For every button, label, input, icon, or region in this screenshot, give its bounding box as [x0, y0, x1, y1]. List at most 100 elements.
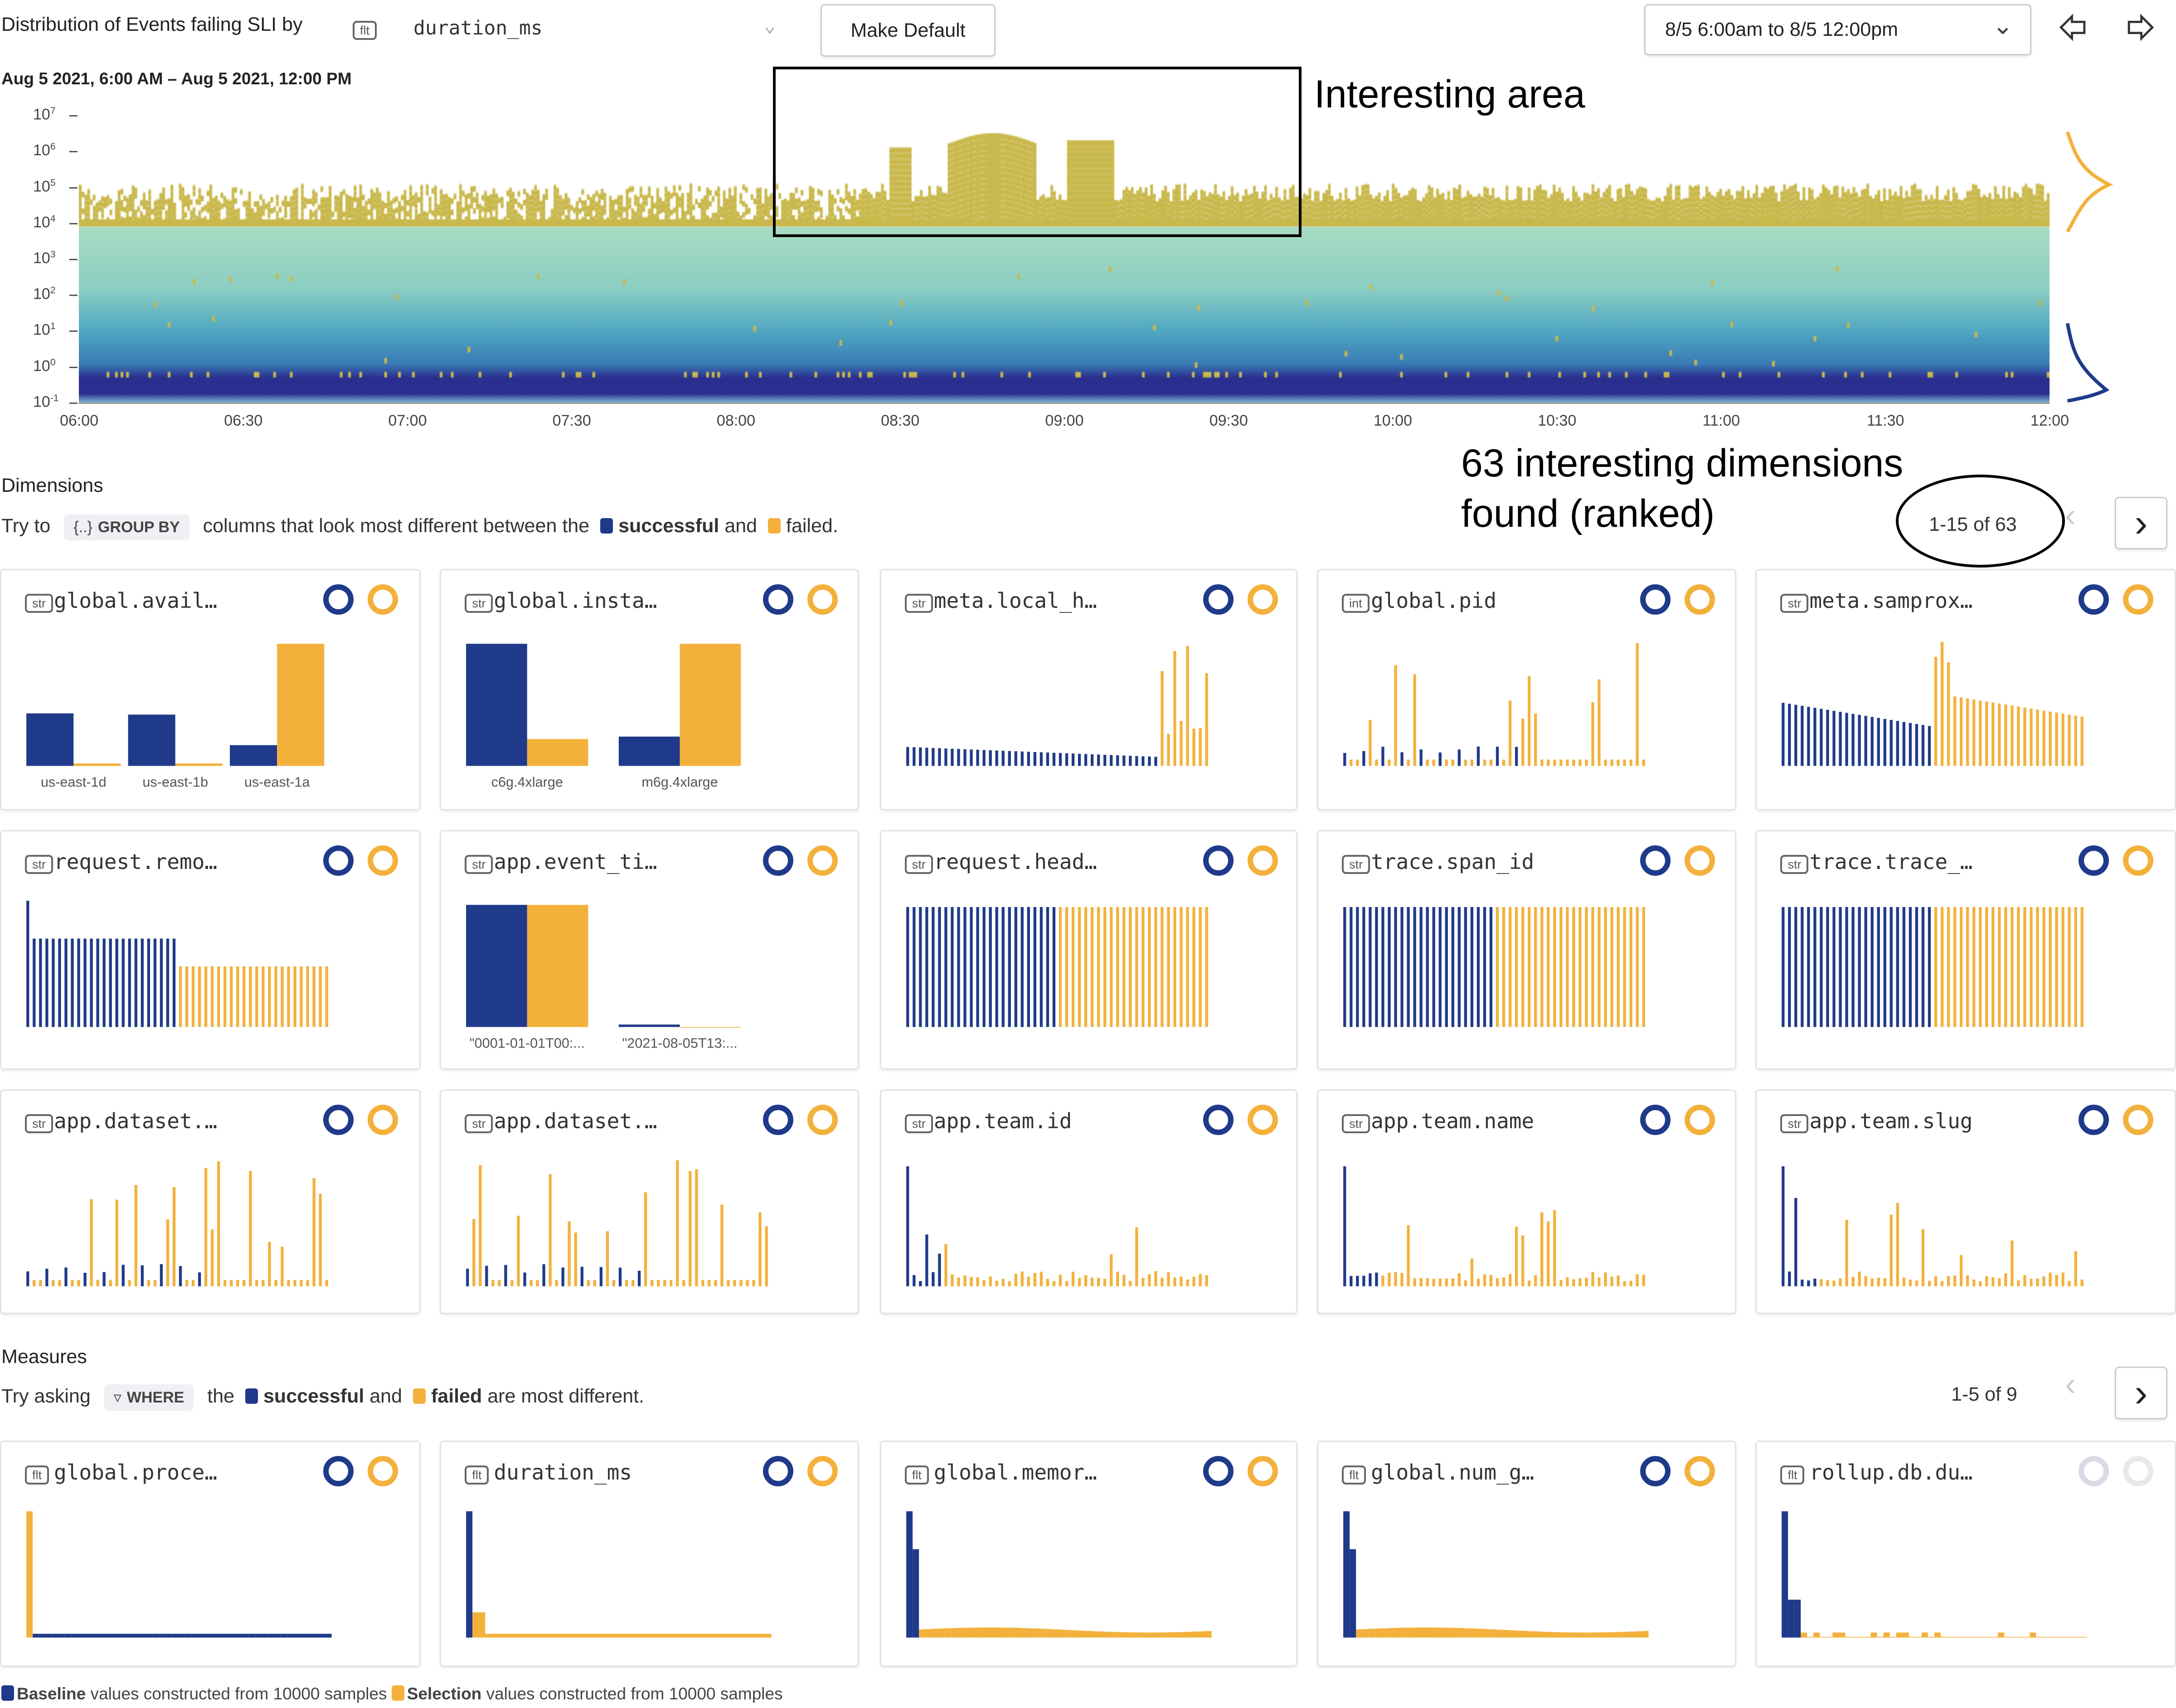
field-card[interactable]: flt global.proce…	[0, 1440, 421, 1667]
selection-toggle-icon[interactable]	[1685, 1105, 1715, 1135]
field-card[interactable]: flt rollup.db.du…	[1755, 1440, 2176, 1667]
selection-bar	[236, 1280, 239, 1286]
selection-bar	[300, 966, 303, 1027]
baseline-toggle-icon[interactable]	[323, 1105, 354, 1135]
selection-bar	[1884, 1632, 1890, 1638]
selection-bar	[2023, 907, 2027, 1027]
selection-toggle-icon[interactable]	[807, 1456, 838, 1486]
selection-bar	[727, 1280, 730, 1286]
selection-bar	[1116, 1271, 1119, 1286]
selection-toggle-icon[interactable]	[1247, 584, 1278, 615]
selection-bar	[1122, 907, 1126, 1027]
baseline-bar	[1046, 907, 1049, 1027]
time-back-button[interactable]	[2057, 11, 2090, 46]
baseline-bar	[1922, 725, 1925, 766]
selection-toggle-icon[interactable]	[2123, 1105, 2154, 1135]
baseline-bar	[1851, 713, 1855, 766]
selection-bar	[1547, 759, 1550, 766]
baseline-bar	[198, 1633, 204, 1638]
time-range-picker[interactable]: 8/5 6:00am to 8/5 12:00pm ⌄	[1644, 4, 2031, 55]
selection-bar	[1116, 907, 1119, 1027]
selection-bar	[708, 1633, 714, 1638]
where-pill[interactable]: ▿ WHERE	[104, 1384, 194, 1411]
field-card[interactable]: str app.dataset.…	[440, 1089, 859, 1314]
selection-bar	[1122, 1632, 1129, 1638]
selection-bar	[680, 644, 741, 766]
time-forward-button[interactable]	[2123, 11, 2157, 46]
selection-bar	[166, 1219, 170, 1286]
baseline-bar	[1896, 907, 1899, 1027]
field-card[interactable]: str global.avail… us-east-1d us-east-1b us-e…	[0, 569, 421, 810]
field-card[interactable]: str app.team.id	[879, 1089, 1298, 1314]
baseline-bar	[1801, 706, 1804, 766]
baseline-toggle-icon[interactable]	[2079, 845, 2109, 876]
measures-prev-button[interactable]: ‹	[2065, 1365, 2076, 1403]
baseline-bar	[1928, 907, 1931, 1027]
field-select[interactable]: duration_ms ⌄	[413, 14, 781, 47]
x-tick-label: 07:00	[388, 412, 427, 429]
selection-bar	[733, 1633, 740, 1638]
group-by-pill[interactable]: {..} GROUP BY	[64, 514, 189, 540]
field-card[interactable]: str app.event_ti… "0001-01-01T00:... "2021-…	[440, 830, 859, 1070]
y-tick	[69, 330, 78, 332]
measures-hint: Try asking ▿ WHERE the successful and fai…	[1, 1384, 644, 1411]
field-card[interactable]: str meta.samprox…	[1755, 569, 2176, 810]
baseline-bar	[1813, 1278, 1817, 1286]
measures-next-button[interactable]: ›	[2115, 1367, 2167, 1419]
selection-bar	[1636, 1631, 1642, 1638]
baseline-bar	[210, 1633, 218, 1638]
make-default-button[interactable]: Make Default	[821, 4, 996, 57]
baseline-bar	[1369, 1273, 1372, 1286]
baseline-bar	[1915, 724, 1919, 766]
selection-bar	[529, 1633, 536, 1638]
selection-bar	[1547, 1631, 1554, 1638]
baseline-bar	[906, 747, 909, 766]
baseline-bar	[1027, 752, 1030, 766]
selection-bar	[1953, 907, 1957, 1027]
baseline-swatch	[600, 518, 613, 534]
field-card[interactable]: flt global.num_g…	[1317, 1440, 1736, 1667]
selection-bar	[1598, 679, 1601, 766]
selection-bar	[951, 1628, 957, 1638]
field-card[interactable]: int global.pid	[1317, 569, 1736, 810]
field-name: app.team.id	[933, 1109, 1072, 1134]
field-card[interactable]: flt duration_ms	[440, 1440, 859, 1667]
selection-bar	[1979, 1281, 1982, 1286]
selection-bar	[1027, 1276, 1030, 1286]
selection-bar	[1078, 1630, 1084, 1638]
baseline-bar	[83, 1633, 90, 1638]
selection-bar	[510, 1633, 517, 1638]
baseline-bar	[1788, 1271, 1791, 1286]
selection-bar	[1033, 1273, 1036, 1286]
dimensions-hint: Try to {..} GROUP BY columns that look mo…	[1, 514, 838, 540]
field-card[interactable]: str app.dataset.…	[0, 1089, 421, 1314]
field-card[interactable]: str request.remo…	[0, 830, 421, 1070]
baseline-bar	[26, 1271, 29, 1286]
field-card[interactable]: str meta.local_h…	[879, 569, 1298, 810]
selection-bar	[1585, 1632, 1592, 1638]
field-card[interactable]: str app.team.name	[1317, 1089, 1736, 1314]
baseline-bar	[1381, 907, 1384, 1027]
selection-bar	[1998, 907, 2001, 1027]
heatmap-canvas[interactable]	[79, 115, 2050, 403]
field-card[interactable]: str trace.trace_…	[1755, 830, 2176, 1070]
baseline-bar	[1813, 708, 1817, 766]
baseline-bar	[198, 1272, 201, 1286]
selection-bar	[1464, 1628, 1471, 1638]
selection-bar	[223, 1280, 227, 1286]
selection-bar	[1180, 1631, 1186, 1638]
selection-bar	[2036, 1278, 2040, 1286]
dimensions-prev-button[interactable]: ‹	[2065, 496, 2076, 534]
dimensions-next-button[interactable]: ›	[2115, 497, 2167, 549]
selection-bar	[472, 1612, 479, 1638]
selection-bar	[1426, 759, 1429, 766]
field-card[interactable]: str app.team.slug	[1755, 1089, 2176, 1314]
field-card[interactable]: str global.insta… c6g.4xlarge m6g.4xlarge	[440, 569, 859, 810]
selection-bar	[657, 1280, 660, 1286]
field-card[interactable]: flt global.memor…	[879, 1440, 1298, 1667]
field-card[interactable]: str trace.span_id	[1317, 830, 1736, 1070]
selection-bar	[963, 1627, 970, 1638]
field-card[interactable]: str request.head…	[879, 830, 1298, 1070]
selection-toggle-icon[interactable]	[2123, 1456, 2154, 1486]
field-distribution-chart	[1782, 1511, 2088, 1638]
